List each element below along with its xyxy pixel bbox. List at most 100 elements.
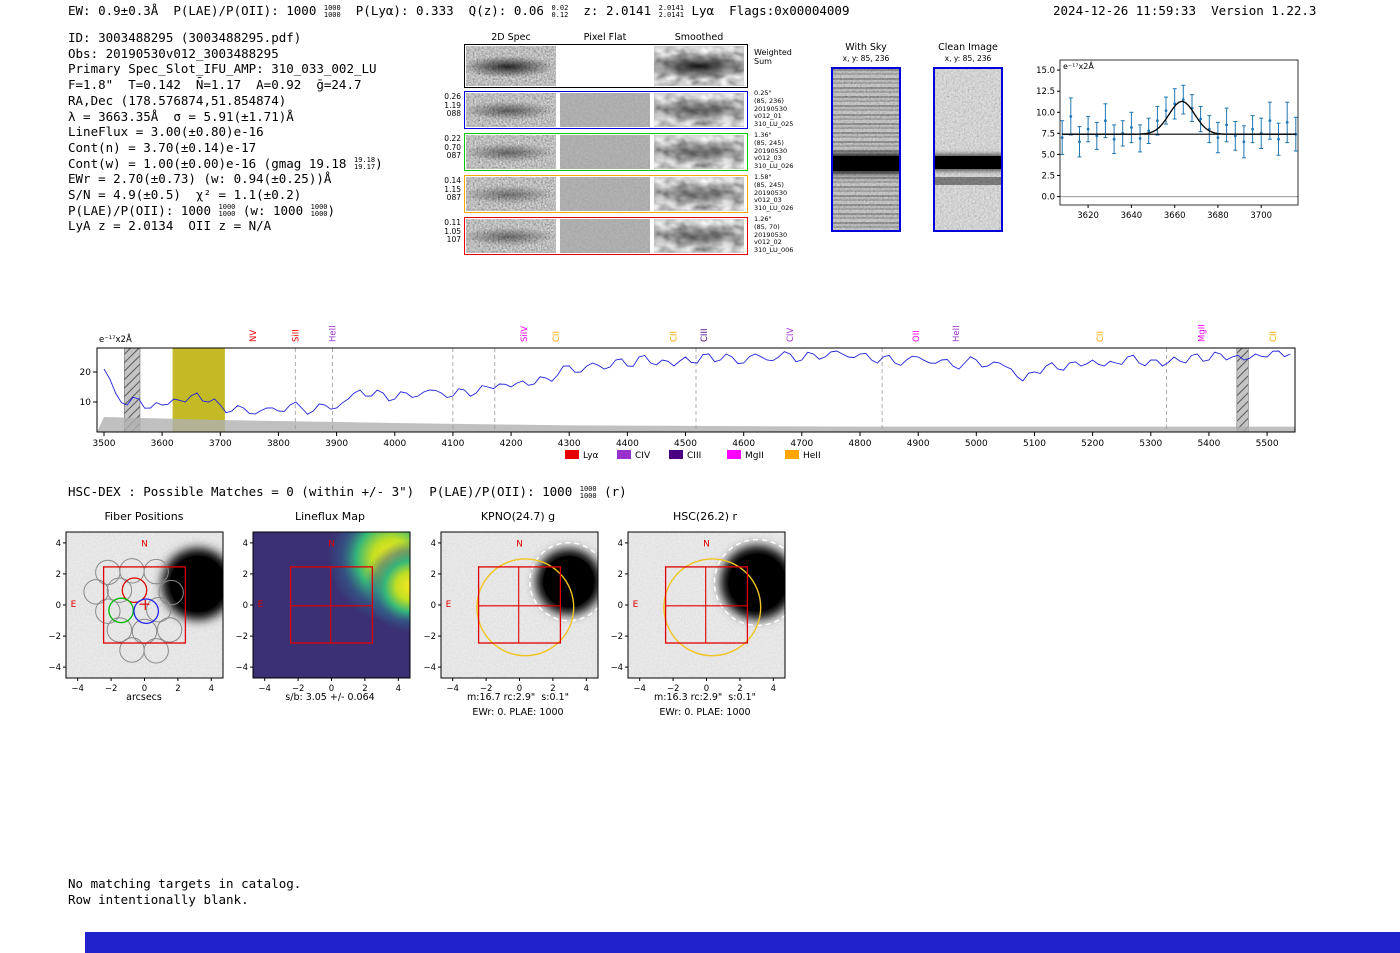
cutout-title-fiber: Fiber Positions <box>104 510 184 523</box>
masked-band <box>1236 347 1249 433</box>
selected-fiber-circle <box>133 598 160 625</box>
cutout-kpno-g: N E −4 −4 −2 −2 0 0 2 2 4 4 <box>409 530 609 698</box>
cutout-xlabel-lineflux: s/b: 3.05 +/- 0.064 <box>285 692 375 703</box>
cutout-xlabel-kpno: m:16.7 rc:2.9" s:0.1" <box>467 692 569 703</box>
spectrum-line <box>103 350 1291 415</box>
row-fiber-info: 1.36" (85, 245) 20190530 v012_03 310_LU_026 <box>754 131 794 171</box>
svg-text:−4: −4 <box>446 684 459 694</box>
y-axis-ticks: 10 20 <box>80 368 97 408</box>
line-marker-label: MgII <box>1197 324 1207 342</box>
svg-text:2: 2 <box>550 684 555 694</box>
svg-text:10: 10 <box>80 398 92 408</box>
svg-text:4: 4 <box>209 684 214 694</box>
axes-box <box>1059 59 1299 206</box>
cutout-image: NE <box>441 532 598 678</box>
svg-text:−4: −4 <box>423 663 436 673</box>
bottom-separator-bar <box>85 932 1400 953</box>
legend-swatch <box>565 450 579 459</box>
info-line: F=1.8" T=0.142 N̄=1.17 A=0.92 ḡ=24.7 <box>68 77 362 93</box>
info-line: RA,Dec (178.576874,51.854874) <box>68 92 287 108</box>
svg-text:2: 2 <box>737 684 742 694</box>
svg-text:20: 20 <box>80 368 92 378</box>
cutout-title-kpno: KPNO(24.7) g <box>480 510 556 523</box>
extraction-box <box>102 566 187 644</box>
cutout-title-hsc: HSC(26.2) r <box>672 510 738 523</box>
svg-text:4000: 4000 <box>383 439 406 449</box>
svg-text:5500: 5500 <box>1256 439 1279 449</box>
x-axis-ticks: 3500 3600 3700 3800 3900 4000 4100 4200 4300 4400… <box>93 432 1279 449</box>
info-line: Primary Spec_Slot_IFU_AMP: 310_033_002_L… <box>68 61 377 77</box>
detection-band <box>172 348 225 432</box>
cutout-axes: −4 −4 −2 −2 0 0 2 2 4 4 <box>235 531 411 694</box>
compass-east: E <box>258 600 264 610</box>
stacked-fraction: 0.02 0.12 <box>551 3 569 19</box>
svg-text:0.0: 0.0 <box>1041 193 1055 203</box>
cutout-caption-hsc: EWr: 0. PLAE: 1000 <box>659 707 751 718</box>
svg-text:2: 2 <box>431 570 436 580</box>
svg-text:0: 0 <box>431 601 436 611</box>
svg-text:5000: 5000 <box>965 439 988 449</box>
svg-text:−2: −2 <box>610 632 623 642</box>
catalog-match-line: HSC-DEX : Possible Matches = 0 (within +… <box>68 484 627 500</box>
legend-label: MgII <box>745 451 764 461</box>
svg-text:−4: −4 <box>610 663 623 673</box>
x-axis-ticks: 3620 3640 3660 3680 3700 <box>1077 205 1272 221</box>
fiber-circle <box>143 558 169 585</box>
svg-text:15.0: 15.0 <box>1036 66 1055 76</box>
selected-fiber-circle <box>121 577 148 604</box>
withsky-image <box>831 67 901 232</box>
legend-swatch <box>617 450 631 459</box>
line-marker-label: HeII <box>329 325 339 342</box>
legend-label: CIII <box>687 451 701 461</box>
svg-text:3700: 3700 <box>209 439 232 449</box>
line-fit-plot: 3620 3640 3660 3680 3700 0.0 2.5 5.0 7.5 10.0 12.5… <box>1035 48 1310 224</box>
info-line: P(LAE)/P(OII): 1000 1000 1000 (w: 1000 10… <box>68 202 336 219</box>
svg-text:4400: 4400 <box>616 439 639 449</box>
axes-box <box>96 347 1296 433</box>
svg-text:4200: 4200 <box>500 439 523 449</box>
clean-image <box>933 67 1003 232</box>
cutout-xlabel-hsc: m:16.3 rc:2.9" s:0.1" <box>654 692 756 703</box>
svg-text:−4: −4 <box>48 663 61 673</box>
svg-text:4500: 4500 <box>674 439 697 449</box>
withsky-title: With Sky <box>845 42 887 53</box>
svg-text:0: 0 <box>329 684 334 694</box>
emission-band <box>833 155 899 171</box>
info-line: ID: 3003488295 (3003488295.pdf) <box>68 30 302 45</box>
fiber-circle <box>106 577 133 603</box>
line-marker-label: CII <box>1096 331 1106 342</box>
svg-text:−2: −2 <box>292 684 305 694</box>
svg-text:4700: 4700 <box>790 439 813 449</box>
timestamp: 2024-12-26 11:59:33 <box>1053 3 1196 18</box>
line-marker-label: CIV <box>786 328 796 342</box>
info-line: EWr = 2.70(±0.73) (w: 0.94(±0.25))Å <box>68 171 332 187</box>
fiber-circle <box>158 579 184 606</box>
svg-text:4: 4 <box>431 539 436 549</box>
spec2d-rows <box>444 28 809 268</box>
clean-coords: x, y: 85, 236 <box>944 54 992 63</box>
svg-text:−2: −2 <box>667 684 680 694</box>
row-fiber-info: 1.58" (85, 245) 20190530 v012_03 310_LU_026 <box>754 173 794 213</box>
compass-east: E <box>633 600 639 610</box>
stacked-fraction: 1000 1000 <box>579 484 597 500</box>
info-line: Cont(w) = 1.00(±0.00)e-16 (gmag 19.18 19… <box>68 155 383 172</box>
footer-line: Row intentionally blank. <box>68 891 249 907</box>
svg-text:4: 4 <box>396 684 401 694</box>
svg-text:0: 0 <box>142 684 147 694</box>
fit-units-label: e⁻¹⁷x2Å <box>1063 60 1094 71</box>
svg-text:5.0: 5.0 <box>1041 150 1055 160</box>
cutout-axes: −4 −4 −2 −2 0 0 2 2 4 4 <box>48 531 224 694</box>
legend-swatch <box>785 450 799 459</box>
svg-text:2: 2 <box>56 570 61 580</box>
line-fit-svg: 3620 3640 3660 3680 3700 0.0 2.5 5.0 7.5 10.0 12.5… <box>1036 59 1299 221</box>
extraction-box <box>477 566 562 644</box>
cutout-hsc-r: N E −4 −4 −2 −2 0 0 2 2 4 4 <box>596 530 796 698</box>
line-marker-label: HeII <box>952 325 962 342</box>
spec2d-labels: 0.26 1.19 088 0.25" (85, 236) 20190530 v012_01… <box>444 28 809 268</box>
svg-text:−4: −4 <box>633 684 646 694</box>
info-line: Obs: 20190530v012_3003488295 <box>68 45 279 61</box>
fit-data-points <box>1060 84 1298 159</box>
fiber-circle <box>156 617 183 643</box>
spec2d-row <box>464 175 748 213</box>
